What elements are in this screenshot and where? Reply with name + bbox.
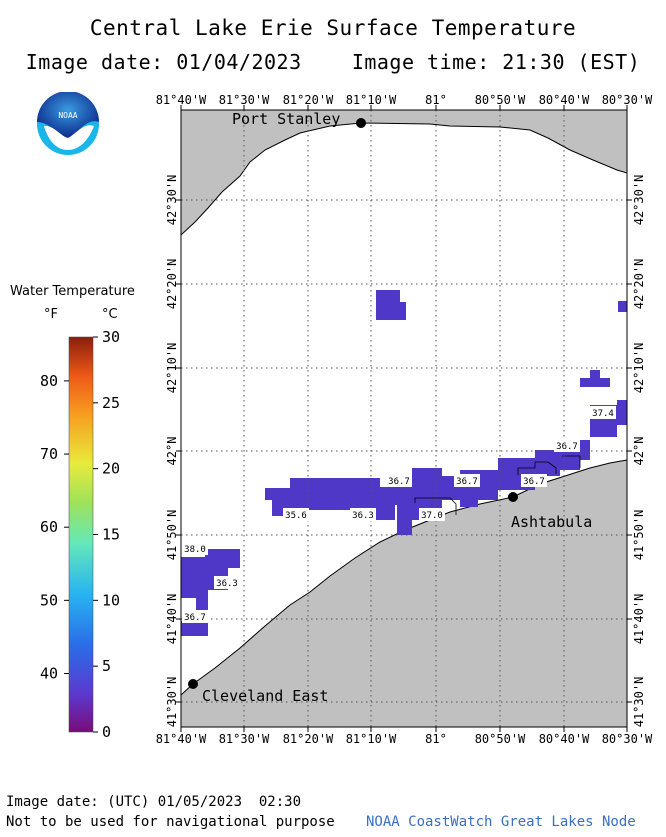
left-lat-label: 42°10'N: [165, 343, 179, 394]
temp-label: 36.7: [386, 474, 412, 487]
right-lat-label: 42°30'N: [632, 175, 646, 226]
city-label: Cleveland East: [202, 687, 328, 705]
footer-credit: NOAA CoastWatch Great Lakes Node: [366, 814, 636, 830]
temp-label: 36.3: [350, 508, 376, 521]
temperature-labels: 36.7 36.7 36.7 37.4 36.7 35.6 36.3 37.0 …: [182, 406, 616, 623]
top-lon-label: 81°30'W: [219, 93, 270, 107]
image-time-label: Image time: 21:30 (EST): [351, 50, 641, 74]
temp-label: 36.7: [454, 474, 480, 487]
fahrenheit-tick-label: 80: [40, 372, 58, 390]
celsius-tick-label: 20: [102, 460, 120, 478]
bottom-lon-label: 81°: [425, 732, 447, 746]
temp-label: 36.7: [554, 439, 580, 452]
celsius-tick-label: 0: [102, 723, 111, 741]
celsius-tick-label: 15: [102, 526, 120, 544]
map-panel: 81°40'W 81°30'W 81°20'W 81°10'W 81° 80°50'W 80…: [156, 93, 653, 746]
svg-text:36.7: 36.7: [456, 477, 478, 487]
top-lon-label: 80°40'W: [539, 93, 590, 107]
bottom-lon-label: 81°30'W: [219, 732, 270, 746]
svg-text:36.3: 36.3: [216, 579, 238, 589]
top-lon-label: 81°: [425, 93, 447, 107]
fahrenheit-tick-label: 60: [40, 518, 58, 536]
temp-label: 35.6: [283, 508, 309, 521]
left-lat-label: 42°20'N: [165, 259, 179, 310]
bottom-lon-label: 81°40'W: [156, 732, 207, 746]
footer-disclaimer: Not to be used for navigational purpose: [6, 814, 335, 830]
map-title: Central Lake Erie Surface Temperature: [89, 16, 577, 40]
city-marker-icon: [188, 679, 198, 689]
city-marker-icon: [356, 118, 366, 128]
city-label: Ashtabula: [511, 513, 592, 531]
city-label: Port Stanley: [232, 110, 340, 128]
logo-text: NOAA: [58, 111, 77, 120]
bottom-lon-label: 81°10'W: [346, 732, 397, 746]
right-lat-label: 41°30'N: [632, 677, 646, 728]
temp-label: 37.4: [590, 406, 616, 419]
left-lat-label: 42°N: [165, 437, 179, 466]
city-cleveland-east: Cleveland East: [188, 679, 328, 705]
temp-label: 36.3: [214, 576, 240, 589]
svg-text:35.6: 35.6: [285, 511, 307, 521]
bottom-lon-label: 80°40'W: [539, 732, 590, 746]
map-subtitle: Image date: 01/04/2023 Image time: 21:30…: [0, 50, 666, 74]
celsius-tick-label: 25: [102, 394, 120, 412]
fahrenheit-tick-label: 40: [40, 664, 58, 682]
top-lon-label: 81°20'W: [283, 93, 334, 107]
svg-text:36.7: 36.7: [388, 477, 410, 487]
city-marker-icon: [508, 492, 518, 502]
celsius-tick-label: 30: [102, 328, 120, 346]
left-lat-label: 41°50'N: [165, 510, 179, 561]
legend-title: Water Temperature: [10, 284, 135, 299]
bottom-lon-label: 80°30'W: [602, 732, 653, 746]
right-lat-label: 42°20'N: [632, 259, 646, 310]
top-lon-label: 80°30'W: [602, 93, 653, 107]
fahrenheit-ticks: 80 70 60 50 40: [40, 372, 69, 682]
svg-text:36.7: 36.7: [523, 477, 545, 487]
fahrenheit-tick-label: 70: [40, 445, 58, 463]
contours: [414, 455, 581, 515]
right-lat-label: 41°40'N: [632, 594, 646, 645]
bottom-lon-label: 80°50'W: [475, 732, 526, 746]
svg-text:37.4: 37.4: [592, 409, 614, 419]
top-lon-label: 81°40'W: [156, 93, 207, 107]
svg-text:36.3: 36.3: [352, 511, 374, 521]
map-frame: [180, 109, 628, 728]
frame-ticks: [176, 105, 632, 732]
fahrenheit-tick-label: 50: [40, 591, 58, 609]
unit-fahrenheit: °F: [44, 307, 58, 322]
top-lon-label: 80°50'W: [475, 93, 526, 107]
unit-celsius: °C: [102, 307, 118, 322]
temp-label: 36.7: [182, 610, 208, 623]
svg-text:36.7: 36.7: [556, 442, 578, 452]
footer-utc-date: Image date: (UTC) 01/05/2023 02:30: [6, 794, 302, 810]
temp-label: 36.7: [521, 474, 547, 487]
svg-text:36.7: 36.7: [184, 613, 206, 623]
left-lat-label: 41°30'N: [165, 677, 179, 728]
right-lat-label: 42°10'N: [632, 343, 646, 394]
celsius-tick-label: 5: [102, 657, 111, 675]
celsius-tick-label: 10: [102, 591, 120, 609]
city-ashtabula: Ashtabula: [508, 492, 592, 531]
right-lat-label: 42°N: [632, 437, 646, 466]
left-lat-label: 41°40'N: [165, 594, 179, 645]
temp-label: 37.0: [419, 508, 445, 521]
celsius-ticks: 30 25 20 15 10 5 0: [93, 328, 120, 741]
left-lat-label: 42°30'N: [165, 175, 179, 226]
city-port-stanley: Port Stanley: [232, 110, 366, 128]
color-bar: [68, 336, 94, 733]
top-lon-label: 81°10'W: [346, 93, 397, 107]
temp-label: 38.0: [182, 542, 208, 555]
coordinate-labels: 81°40'W 81°30'W 81°20'W 81°10'W 81° 80°50'W 80…: [156, 93, 653, 746]
noaa-logo-icon: NOAA: [37, 92, 99, 155]
svg-text:38.0: 38.0: [184, 545, 206, 555]
bottom-lon-label: 81°20'W: [283, 732, 334, 746]
right-lat-label: 41°50'N: [632, 510, 646, 561]
svg-text:37.0: 37.0: [421, 511, 443, 521]
image-date-label: Image date: 01/04/2023: [25, 50, 302, 74]
